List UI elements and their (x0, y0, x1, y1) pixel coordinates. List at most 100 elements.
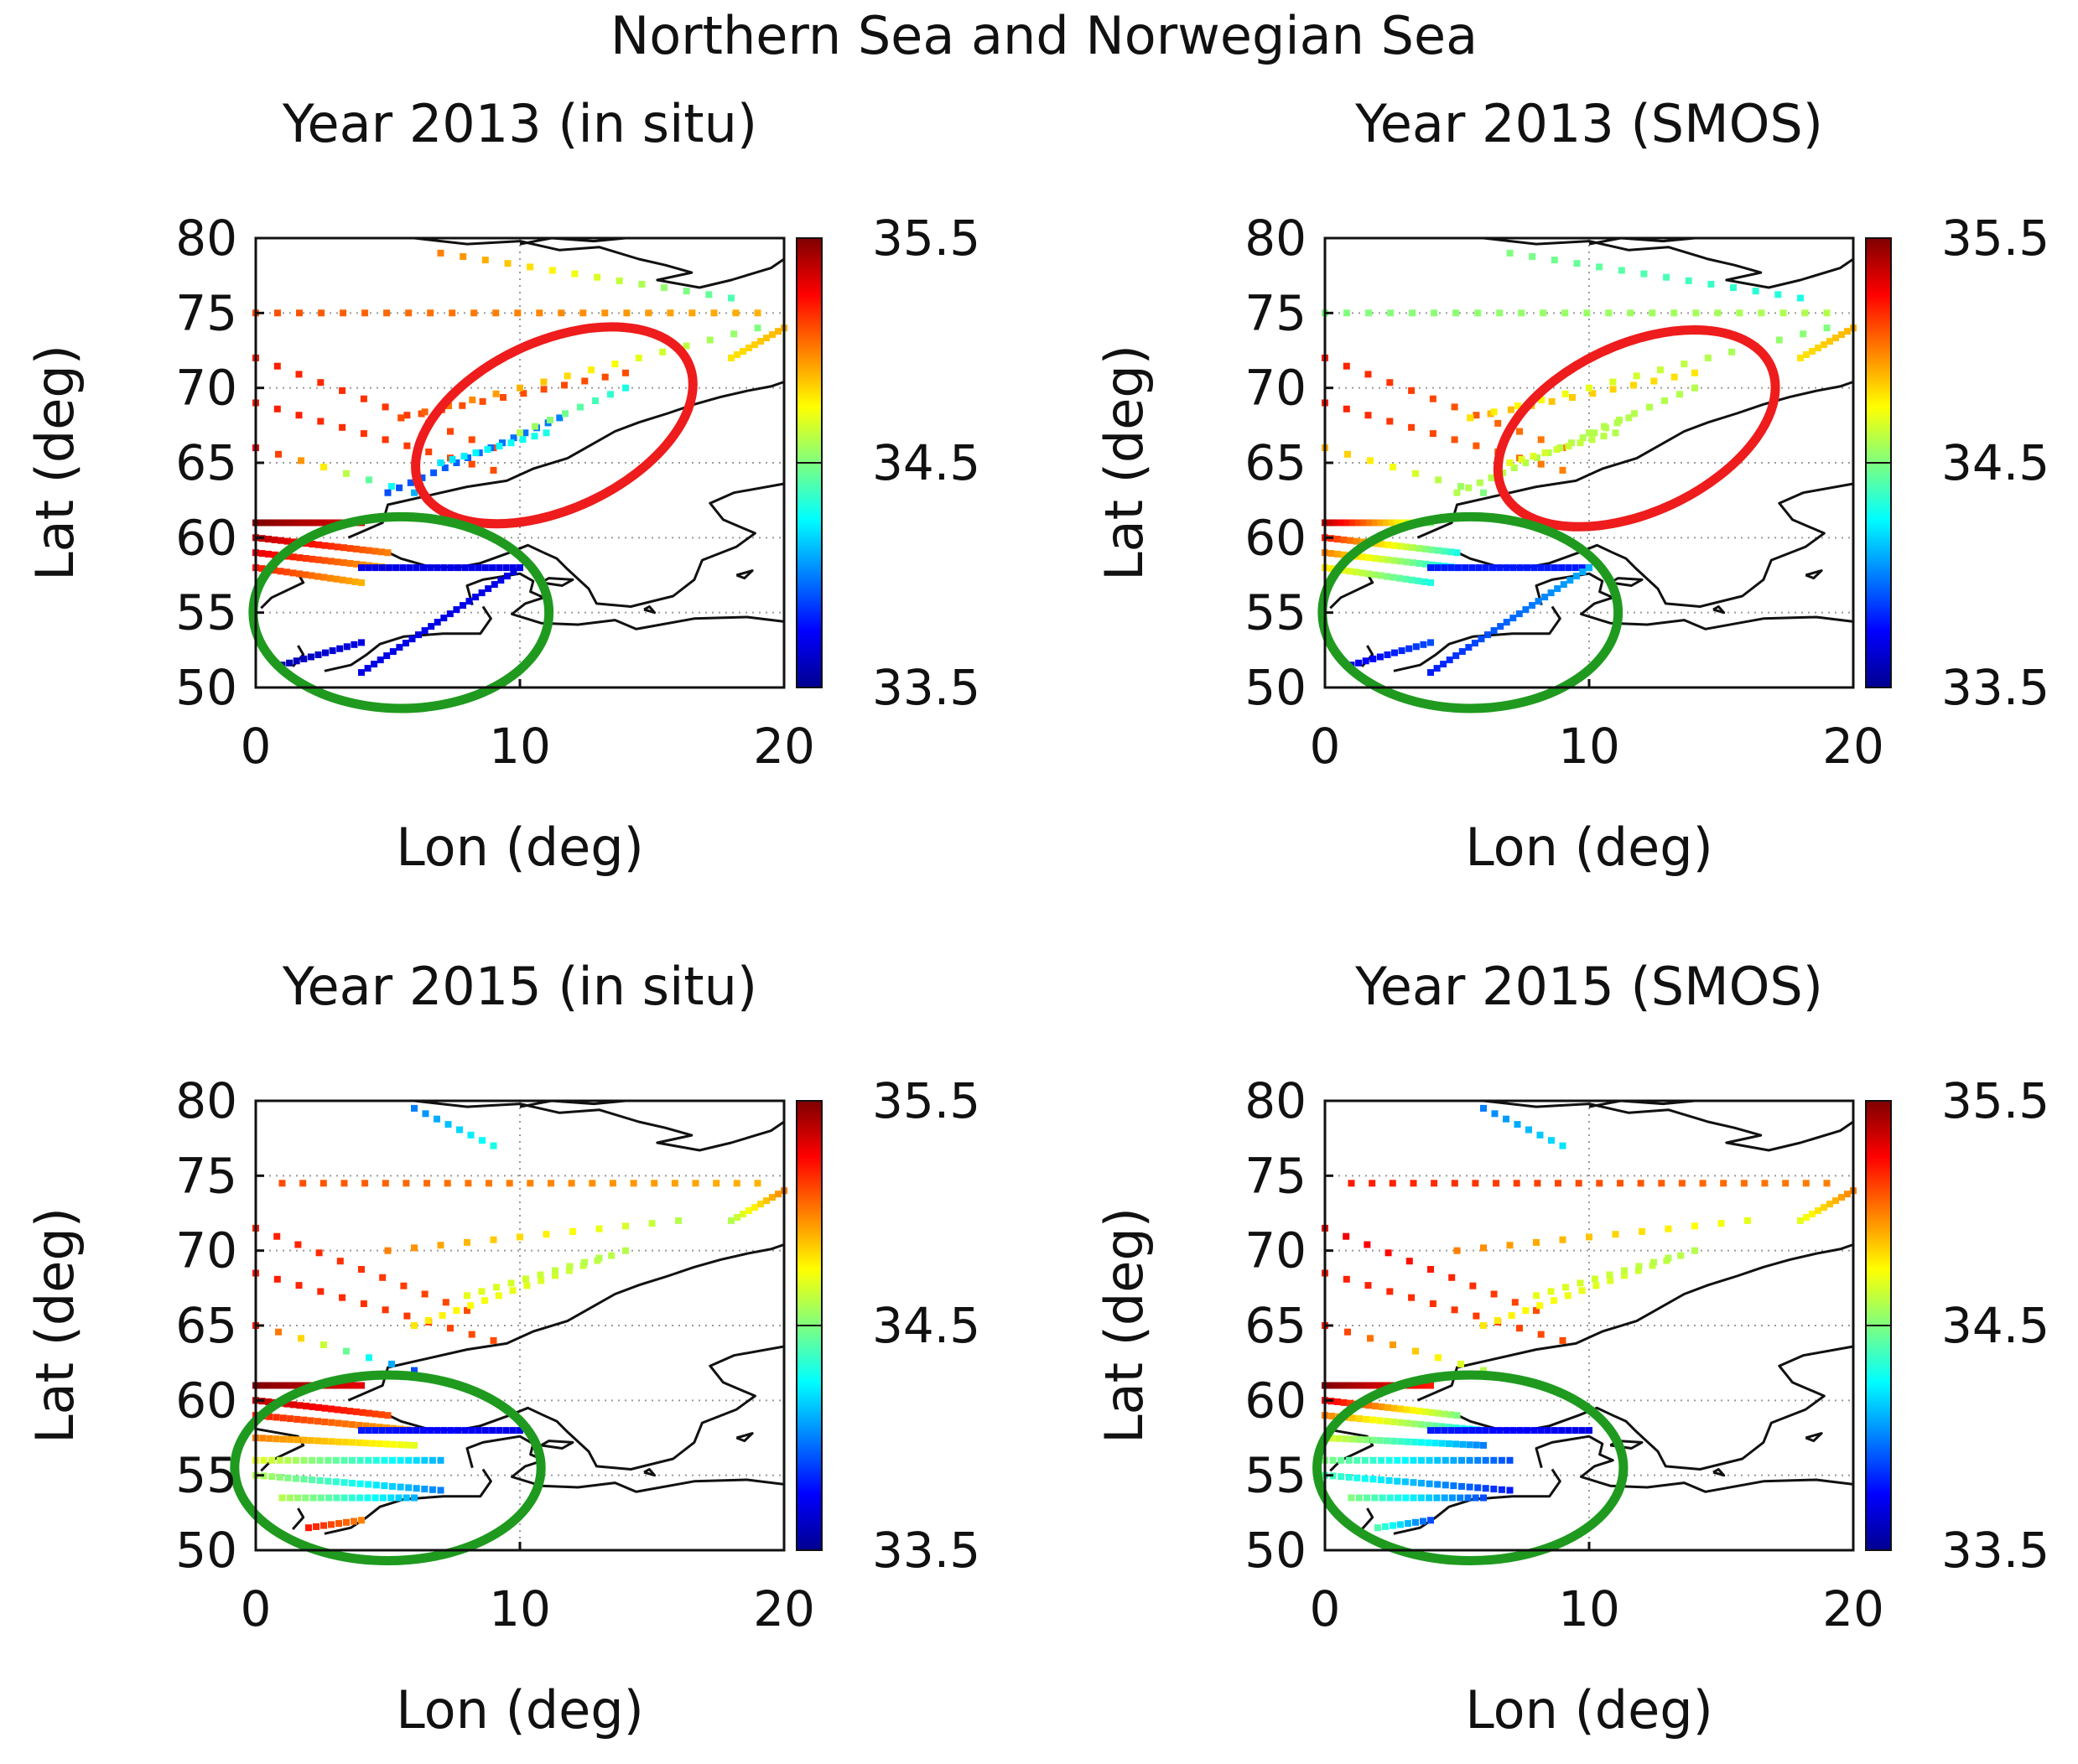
data-point (1803, 1214, 1810, 1221)
data-point (444, 1180, 451, 1187)
data-point (1499, 469, 1507, 476)
data-point (427, 1427, 434, 1435)
data-point (1516, 1325, 1523, 1332)
data-point (1427, 1517, 1434, 1524)
data-point (321, 542, 329, 549)
data-point (1442, 1456, 1449, 1464)
colorbar-tick-label: 35.5 (872, 210, 980, 267)
data-point (1390, 573, 1397, 581)
data-point (1625, 414, 1633, 422)
data-point (1699, 1180, 1707, 1187)
data-point (1338, 1473, 1345, 1481)
data-point (439, 1312, 446, 1320)
data-point (683, 288, 690, 295)
data-point (1422, 560, 1429, 568)
data-point (675, 1217, 682, 1224)
data-point (440, 564, 448, 572)
data-point (295, 570, 303, 578)
data-point (1537, 1427, 1545, 1435)
data-point (1775, 336, 1783, 344)
data-point (1577, 439, 1584, 447)
data-point (422, 1110, 429, 1118)
data-point (303, 555, 309, 562)
data-point (303, 1403, 309, 1410)
data-point (332, 1456, 340, 1464)
data-point (1720, 1180, 1727, 1187)
data-point (1408, 423, 1416, 431)
data-point (279, 1435, 287, 1443)
data-point (1541, 594, 1549, 601)
data-point (440, 615, 448, 622)
data-point (1390, 1341, 1396, 1348)
data-point (315, 556, 322, 563)
data-point (1386, 418, 1394, 425)
data-point (351, 1382, 359, 1389)
data-point (1503, 1427, 1510, 1435)
data-point (1458, 1456, 1465, 1464)
data-point (1363, 1436, 1370, 1444)
data-point (413, 1485, 420, 1492)
data-point (1466, 1441, 1473, 1449)
coastline (519, 236, 626, 246)
data-point (548, 1180, 554, 1187)
data-point (1371, 519, 1379, 527)
x-tick-label: 10 (1558, 718, 1620, 775)
data-point (1348, 1414, 1356, 1422)
data-point (548, 267, 556, 274)
data-point (622, 1222, 629, 1230)
data-point (1412, 643, 1420, 651)
data-point (336, 645, 344, 652)
colorbar-tick-label: 34.5 (872, 1297, 980, 1354)
data-point (277, 1382, 284, 1389)
data-point (1344, 450, 1351, 458)
data-point (1815, 345, 1821, 351)
data-point (1774, 291, 1782, 298)
data-point (1405, 1520, 1411, 1528)
data-point (273, 1232, 281, 1240)
data-point (465, 454, 471, 461)
data-point (392, 564, 400, 572)
data-point (1412, 470, 1419, 477)
data-point (500, 394, 507, 401)
data-point (371, 564, 379, 572)
data-point (328, 542, 335, 550)
data-point (308, 519, 315, 527)
data-point (405, 1456, 413, 1464)
data-point (1522, 459, 1530, 466)
data-point (1327, 550, 1335, 558)
data-point (1518, 309, 1525, 317)
data-point (1509, 564, 1517, 572)
data-point (1670, 309, 1678, 317)
data-point (429, 1456, 436, 1464)
data-point (1612, 429, 1619, 437)
data-point (1454, 564, 1462, 572)
coastline (540, 1440, 574, 1450)
data-point (1522, 1307, 1530, 1315)
data-point (1482, 1485, 1489, 1492)
y-tick-label: 55 (175, 1447, 237, 1504)
data-point (1474, 1484, 1482, 1492)
data-point (271, 567, 278, 574)
data-point (461, 564, 469, 572)
data-point (351, 1518, 357, 1525)
data-point (1494, 419, 1502, 427)
data-point (340, 309, 347, 317)
data-point (1480, 1104, 1487, 1112)
data-point (258, 550, 266, 558)
data-point (271, 551, 278, 558)
data-point (1358, 569, 1366, 577)
data-point (389, 1456, 396, 1464)
data-point (1821, 1204, 1827, 1211)
data-point (1535, 598, 1542, 605)
data-point (341, 1420, 349, 1428)
data-point (1571, 1427, 1579, 1435)
data-point (428, 623, 435, 630)
data-point (1452, 309, 1460, 317)
coastline (413, 1099, 785, 1152)
data-point (371, 661, 378, 668)
data-point (475, 564, 482, 572)
data-point (358, 1427, 365, 1435)
data-point (594, 273, 601, 281)
data-point (472, 449, 480, 457)
